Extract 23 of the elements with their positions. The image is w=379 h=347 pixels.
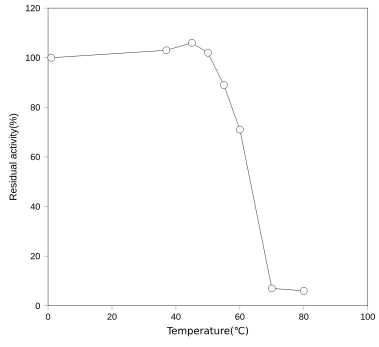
y-tick-label: 120 [26,4,40,12]
x-tick-label: 40 [171,314,181,320]
y-tick-label: 40 [30,203,40,210]
point [162,46,170,54]
point [204,49,212,56]
x-tick-label: 80 [299,314,308,320]
y-tick-label: 0 [36,302,40,309]
point [268,284,276,292]
y-tick-label: 80 [30,104,40,111]
x-tick-label: 0 [46,314,50,320]
x-tick-label: 100 [360,314,375,320]
y-tick-label: 20 [30,252,40,260]
y-axis-title: Residual activity(%) [9,114,19,200]
point [300,287,308,295]
point [236,126,244,134]
x-tick-label: 60 [235,314,245,320]
point [188,39,196,47]
y-tick-label: 60 [30,154,40,160]
point [220,81,228,89]
point [48,54,55,62]
x-tick-label: 20 [107,314,117,320]
y-tick-label: 100 [26,54,40,61]
x-axis-title: Temperature(℃) [166,326,248,336]
